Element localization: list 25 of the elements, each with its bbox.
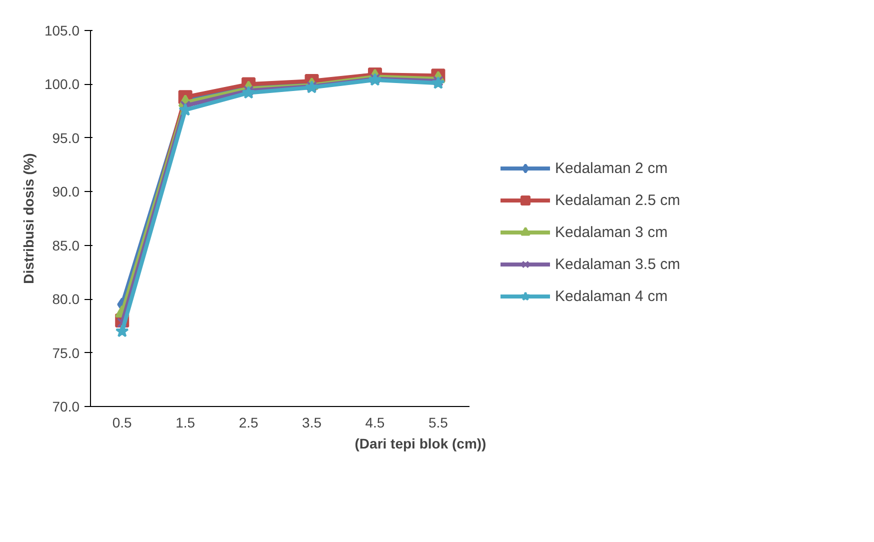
legend-label: Kedalaman 2 cm bbox=[555, 160, 668, 176]
y-tick-label: 75.0 bbox=[52, 344, 80, 361]
y-axis-title: Distribusi dosis (%) bbox=[20, 153, 36, 284]
x-tick-label: 0.5 bbox=[112, 414, 132, 430]
legend-label: Kedalaman 2.5 cm bbox=[555, 192, 680, 208]
x-tick-label: 3.5 bbox=[302, 414, 322, 430]
y-tick-label: 85.0 bbox=[52, 237, 80, 254]
point bbox=[115, 324, 129, 338]
point bbox=[243, 85, 254, 96]
y-tick-label: 80.0 bbox=[52, 291, 80, 308]
x-tick-label: 5.5 bbox=[428, 414, 448, 430]
legend-label: Kedalaman 3.5 cm bbox=[555, 256, 680, 272]
x-tick-label: 2.5 bbox=[238, 414, 258, 430]
x-axis-title: (Dari tepi blok (cm)) bbox=[354, 436, 486, 452]
y-tick-label: 105.0 bbox=[44, 22, 80, 38]
y-tick-label: 100.0 bbox=[44, 76, 80, 92]
x-tick-label: 4.5 bbox=[365, 414, 385, 430]
point bbox=[242, 86, 256, 99]
x-tick-label: 1.5 bbox=[176, 414, 196, 430]
y-tick-label: 90.0 bbox=[52, 184, 80, 200]
point bbox=[431, 76, 445, 89]
y-tick-label: 95.0 bbox=[52, 130, 80, 146]
y-tick-label: 70.0 bbox=[52, 398, 80, 414]
legend-label: Kedalaman 4 cm bbox=[555, 288, 668, 304]
legend-label: Kedalaman 3 cm bbox=[555, 224, 668, 240]
